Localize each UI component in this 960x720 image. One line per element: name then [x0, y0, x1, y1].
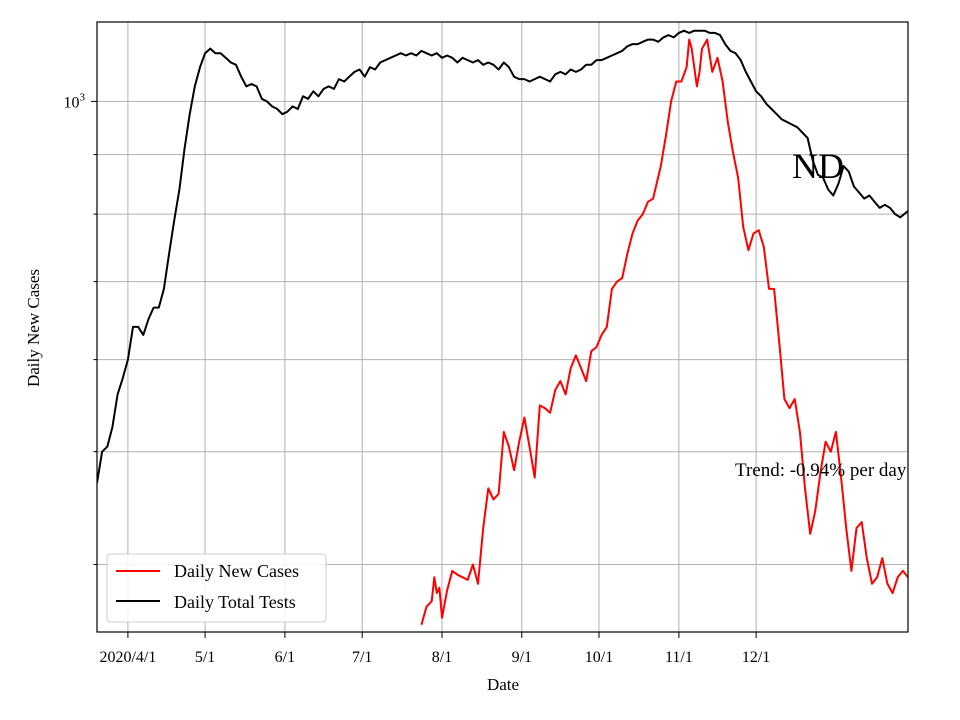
x-tick-label: 9/1 [512, 649, 532, 666]
series-layer [97, 29, 908, 626]
plot-frame [96, 21, 909, 633]
series-line-daily-new-cases [420, 38, 908, 626]
x-tick-label: 12/1 [742, 649, 770, 666]
x-axis-title: Date [487, 675, 519, 694]
x-tick-label: 7/1 [352, 649, 372, 666]
state-label: ND [792, 146, 844, 186]
legend-box [106, 553, 327, 623]
legend: Daily New Cases Daily Total Tests [106, 553, 327, 623]
x-tick-label: 5/1 [195, 649, 215, 666]
x-tick-label: 10/1 [585, 649, 613, 666]
legend-label-cases: Daily New Cases [174, 561, 299, 581]
y-axis-title: Daily New Cases [24, 269, 43, 387]
legend-label-tests: Daily Total Tests [174, 592, 296, 612]
x-tick-label: 8/1 [432, 649, 452, 666]
series-line-daily-total-tests [97, 29, 908, 484]
ticks: 103 2020/4/1 5/1 6/1 7/1 8/1 9/1 10/1 11/1 12/1 [64, 91, 771, 666]
x-tick-label: 6/1 [275, 649, 295, 666]
y-tick-label: 103 [64, 91, 86, 111]
trend-annotation: Trend: -0.94% per day [735, 460, 907, 481]
x-tick-label: 11/1 [665, 649, 693, 666]
x-tick-label: 2020/4/1 [99, 649, 156, 666]
grid [97, 22, 908, 632]
